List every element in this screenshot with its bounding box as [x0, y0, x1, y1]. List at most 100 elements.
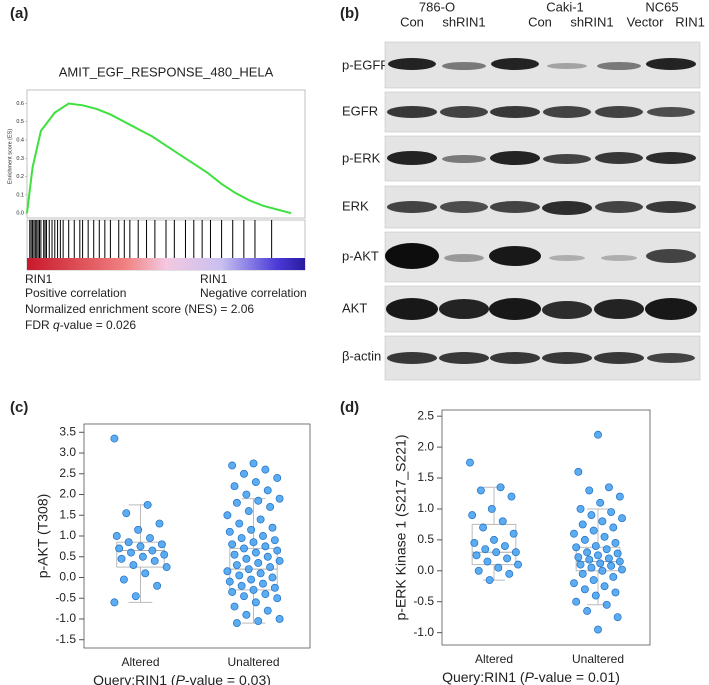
data-point: [587, 511, 596, 520]
data-point: [251, 478, 260, 487]
data-point: [223, 567, 232, 576]
data-point: [591, 542, 600, 551]
data-point: [587, 563, 596, 572]
y-tick-label: 0.5: [59, 549, 76, 563]
y-tick-label: 0.0: [59, 570, 76, 584]
data-point: [244, 565, 253, 574]
annotation: Normalized enrichment score (NES) = 2.06: [25, 302, 254, 316]
row-label: ERK: [342, 198, 369, 213]
row-label: p-AKT: [342, 248, 379, 263]
data-point: [251, 598, 260, 607]
data-point: [466, 458, 474, 467]
data-point: [249, 459, 258, 468]
text-part: -value = 0.026: [60, 318, 137, 332]
y-tick-label: 0.2: [16, 174, 24, 180]
data-point: [235, 571, 244, 580]
y-tick-label: 0.0: [417, 563, 434, 577]
data-point: [138, 552, 147, 561]
y-tick-label: 0.6: [16, 101, 24, 107]
data-point: [263, 552, 272, 561]
data-point: [266, 503, 275, 511]
annotation: FDR q-value = 0.026: [25, 318, 136, 332]
data-point: [505, 569, 514, 578]
data-point: [136, 542, 145, 551]
data-point: [228, 461, 237, 470]
row-label: p-ERK: [342, 150, 381, 165]
row-label: AKT: [342, 300, 367, 315]
data-point: [110, 598, 119, 607]
text-part: P: [176, 672, 186, 685]
data-point: [237, 534, 246, 543]
data-point: [589, 526, 598, 535]
data-point: [483, 557, 492, 566]
plot-frame: [26, 89, 306, 219]
y-tick-label: -0.5: [55, 590, 76, 604]
data-point: [230, 550, 239, 559]
data-point: [470, 539, 479, 547]
data-point: [124, 538, 133, 547]
data-point: [509, 529, 518, 538]
annotation: Negative correlation: [200, 286, 307, 300]
row-label: p-EGFR: [342, 57, 390, 72]
y-tick-label: 0.3: [16, 156, 24, 162]
data-point: [507, 492, 516, 501]
data-point: [235, 519, 244, 528]
data-point: [261, 465, 270, 474]
data-point: [240, 544, 248, 553]
data-point: [618, 514, 626, 523]
y-tick-label: 3.0: [59, 445, 76, 459]
group-label: Caki-1: [546, 0, 584, 14]
data-point: [263, 606, 272, 615]
data-point: [511, 548, 520, 557]
data-point: [254, 559, 263, 567]
data-point: [119, 575, 128, 584]
data-point: [585, 486, 594, 495]
x-tick-label: Unaltered: [227, 655, 279, 669]
data-point: [112, 532, 121, 540]
y-tick-label: 0.5: [417, 532, 434, 546]
data-point: [146, 534, 154, 543]
data-point: [228, 540, 237, 549]
panel-label: (c): [10, 399, 28, 416]
data-point: [615, 492, 624, 501]
data-point: [273, 594, 282, 603]
data-point: [275, 494, 284, 503]
y-tick-label: 2.5: [59, 466, 76, 480]
data-point: [266, 563, 275, 572]
data-point: [479, 523, 488, 532]
rank-bar: [27, 258, 305, 270]
data-point: [591, 591, 600, 600]
data-point: [117, 554, 126, 563]
data-point: [155, 519, 164, 528]
panel-label: (d): [340, 399, 359, 416]
data-point: [256, 569, 265, 578]
x-axis-label: Query:RIN1 (P-value = 0.01): [442, 669, 620, 685]
data-point: [232, 561, 241, 569]
text-part: q: [53, 318, 60, 332]
data-point: [574, 467, 583, 476]
data-point: [240, 469, 248, 478]
group-label: 786-O: [419, 0, 455, 14]
data-point: [141, 569, 150, 578]
y-tick-label: 0.1: [16, 192, 24, 198]
data-point: [487, 504, 496, 513]
text-part: Query:RIN1 (: [93, 672, 176, 685]
data-point: [578, 520, 587, 529]
data-point: [122, 509, 131, 518]
lane-label: Con: [528, 14, 552, 29]
data-point: [247, 575, 256, 584]
y-tick-label: 0.0: [16, 211, 24, 217]
y-tick-label: 2.0: [417, 439, 434, 453]
data-point: [230, 602, 239, 611]
data-point: [273, 473, 282, 482]
data-point: [572, 543, 581, 552]
data-point: [150, 556, 159, 565]
data-point: [157, 540, 166, 549]
data-point: [251, 548, 260, 557]
data-point: [611, 539, 620, 547]
text-part: P: [525, 669, 535, 685]
data-point: [275, 615, 284, 623]
data-point: [225, 527, 234, 536]
data-point: [583, 548, 592, 557]
